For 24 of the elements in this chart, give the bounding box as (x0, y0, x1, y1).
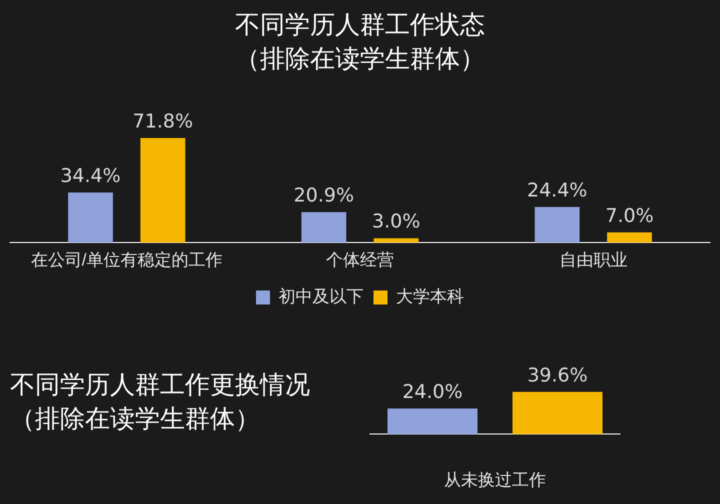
x-axis-title: 从未换过工作 (444, 470, 546, 490)
text: 不同学历人群工作更换情况 (10, 369, 311, 401)
data-label: 39.6% (527, 364, 588, 386)
x-tick-label: 个体经营 (326, 250, 394, 270)
data-label: 7.0% (605, 204, 654, 227)
data-label: 71.8% (132, 110, 194, 132)
bar (140, 138, 186, 243)
data-label: 20.9% (294, 184, 354, 207)
x-tick-label: 自由职业 (559, 250, 628, 270)
legend-label: 初中及以下 (278, 287, 364, 306)
bar (607, 232, 652, 243)
bar (68, 192, 113, 243)
bar (534, 207, 580, 243)
data-label: 24.4% (526, 179, 588, 202)
text: （排除在读学生群体） (10, 403, 261, 435)
bar (301, 212, 346, 243)
chart-subtitle: （排除在读学生群体） (234, 43, 486, 75)
chart-title: 不同学历人群工作状态 (234, 9, 486, 41)
bar (374, 238, 419, 243)
legend-label: 大学本科 (396, 287, 464, 306)
data-label: 24.0% (402, 380, 463, 403)
x-tick-label: 在公司/单位有稳定的工作 (30, 250, 223, 270)
data-label: 3.0% (372, 210, 420, 233)
data-label: 34.4% (60, 164, 121, 187)
